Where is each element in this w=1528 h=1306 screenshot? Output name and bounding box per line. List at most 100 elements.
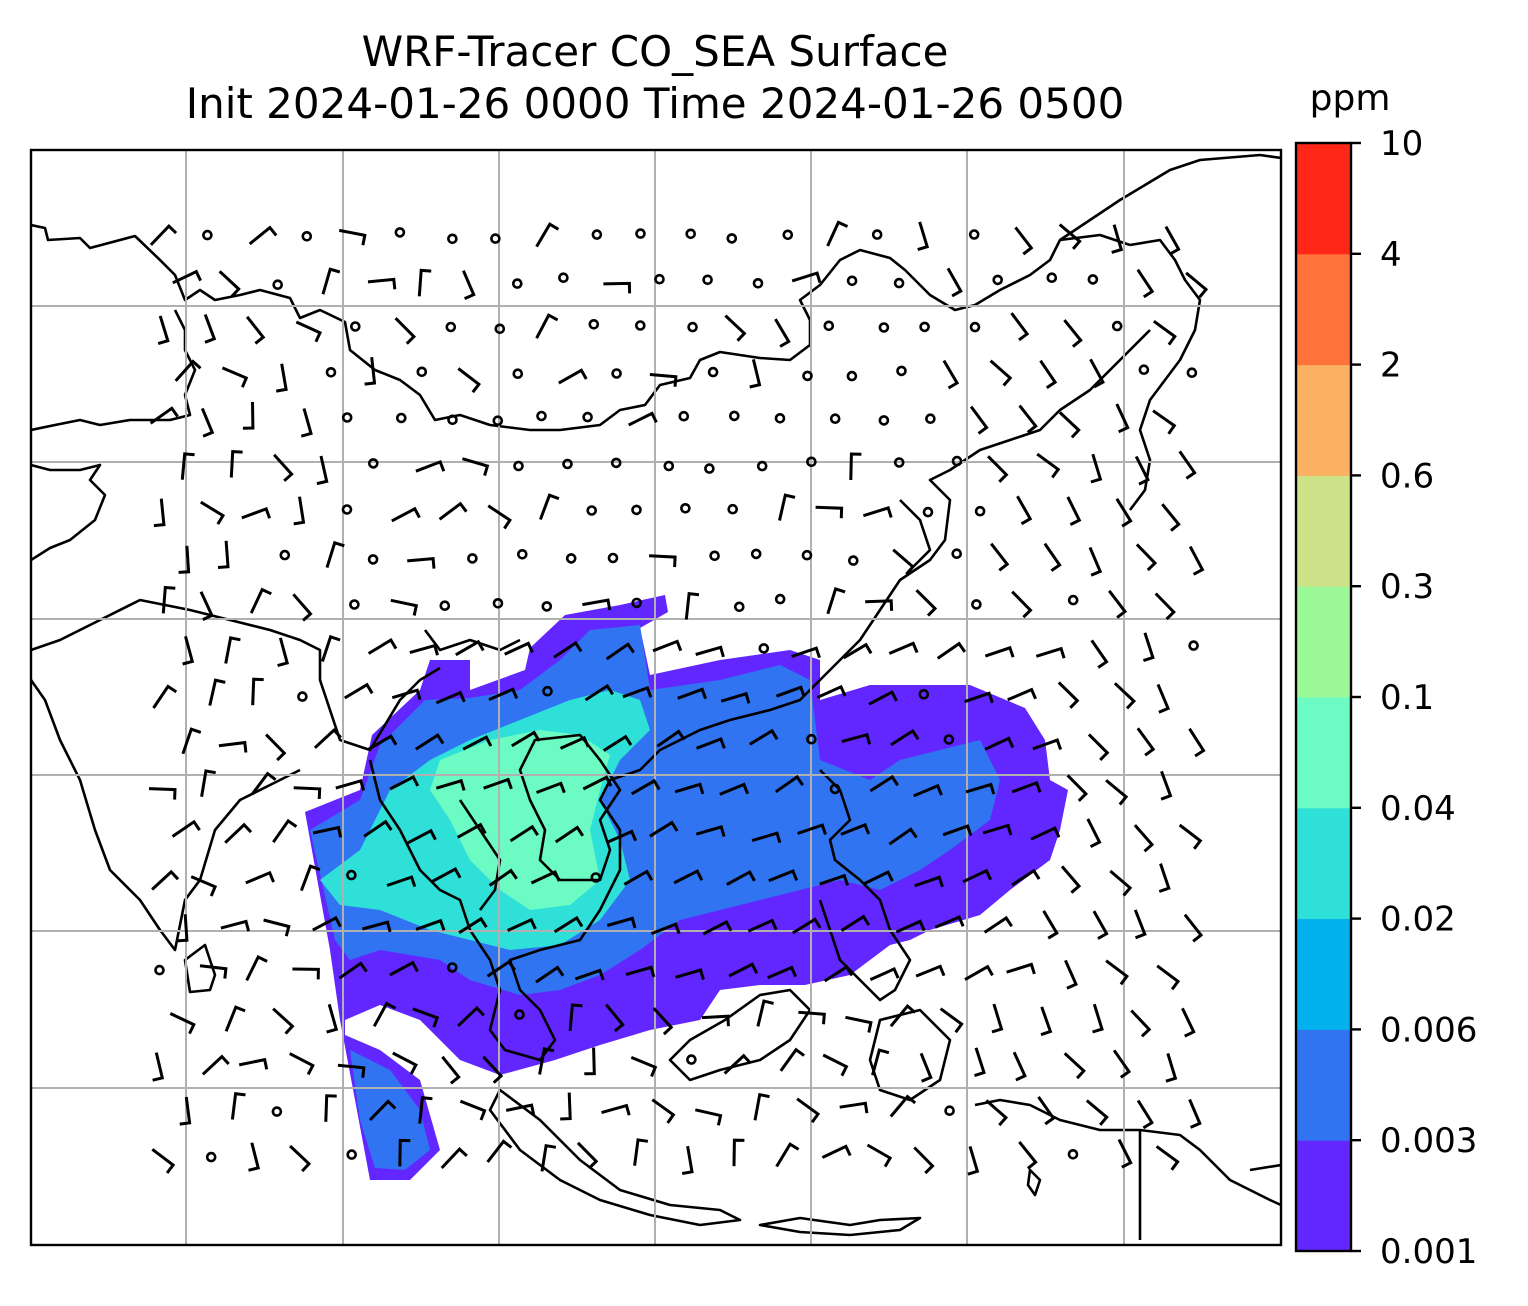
wind-barb: [200, 500, 226, 525]
calm-wind-marker: [709, 550, 720, 562]
calm-wind-marker: [974, 505, 986, 517]
wind-barb: [936, 641, 967, 660]
wind-barb: [535, 781, 566, 794]
wind-barb: [822, 1053, 849, 1077]
wind-barb: [694, 1108, 723, 1126]
calm-wind-marker: [635, 228, 646, 239]
wind-barb: [176, 914, 189, 943]
calm-wind-marker: [349, 321, 361, 332]
calm-wind-marker: [951, 548, 963, 560]
wind-barb: [1066, 774, 1089, 802]
wind-barb: [1088, 546, 1103, 577]
wind-barb: [1006, 962, 1036, 975]
wind-barb: [389, 960, 419, 977]
wind-barb: [441, 1055, 461, 1085]
wind-barb: [326, 1003, 339, 1034]
wind-barb: [275, 363, 288, 393]
calm-wind-marker: [846, 275, 858, 287]
wind-barb: [511, 730, 541, 748]
wind-barb: [245, 870, 275, 885]
wind-barb: [1007, 687, 1037, 702]
wind-barb: [1115, 403, 1130, 434]
wind-barb: [821, 1144, 852, 1159]
calm-wind-marker: [704, 463, 715, 474]
wind-barb: [343, 682, 374, 700]
wind-barb: [1064, 959, 1078, 990]
wind-barb: [1037, 1096, 1056, 1126]
wind-barb: [389, 774, 420, 791]
wind-barb: [338, 228, 367, 246]
wind-barb: [415, 459, 446, 473]
calm-wind-marker: [893, 457, 905, 468]
wind-barb: [791, 271, 822, 284]
calm-wind-marker: [271, 1106, 283, 1117]
calm-wind-marker: [1186, 367, 1198, 379]
wind-barb: [483, 777, 513, 790]
wind-barb: [702, 919, 733, 936]
wind-barb: [942, 359, 960, 390]
wind-barb: [337, 1063, 366, 1078]
wind-barb: [868, 690, 898, 706]
wind-barb: [203, 313, 217, 344]
plot-title: WRF-Tracer CO_SEA Surface Init 2024-01-2…: [30, 26, 1280, 130]
wind-barb: [939, 1007, 964, 1034]
calm-wind-marker: [394, 227, 406, 238]
wind-barb: [866, 1143, 893, 1168]
wind-barb: [1154, 592, 1176, 621]
wind-barb: [1058, 223, 1082, 250]
colorbar-swatch: [1296, 1140, 1351, 1252]
wind-barb: [241, 506, 272, 520]
wind-barb: [292, 967, 320, 980]
calm-wind-marker: [846, 370, 858, 382]
calm-wind-marker: [919, 321, 930, 333]
wind-barb: [289, 1052, 315, 1076]
wind-barb: [1066, 496, 1082, 526]
wind-barb: [293, 496, 306, 526]
wind-barb: [335, 778, 366, 791]
calm-wind-marker: [918, 688, 930, 700]
wind-barb: [324, 1094, 337, 1122]
colorbar-swatch: [1296, 586, 1351, 698]
calm-wind-marker: [782, 229, 794, 241]
wind-barb: [1136, 1099, 1154, 1130]
calm-wind-marker: [878, 322, 890, 333]
calm-wind-marker: [951, 455, 963, 467]
wind-barb: [277, 637, 290, 668]
map-frame: [29, 148, 1283, 1247]
calm-wind-marker: [492, 597, 504, 609]
wind-barb: [987, 455, 1009, 483]
wind-barb: [606, 916, 637, 929]
wind-barb: [458, 916, 488, 935]
wind-barb: [1043, 542, 1062, 572]
wind-barb: [605, 1003, 625, 1033]
calm-wind-marker: [395, 412, 407, 424]
wind-barb: [153, 498, 166, 528]
wind-barb: [456, 822, 487, 839]
calm-wind-marker: [702, 274, 713, 286]
wind-barb: [435, 778, 466, 791]
wind-barb: [367, 638, 398, 655]
wind-barb: [171, 819, 201, 838]
colorbar-swatch: [1296, 253, 1351, 366]
wind-barb: [263, 918, 291, 937]
wind-barb: [394, 317, 417, 345]
calm-wind-marker: [562, 458, 573, 470]
calm-wind-marker: [439, 600, 451, 612]
wind-barb: [250, 771, 277, 796]
wind-barb: [151, 1148, 176, 1174]
wind-barb: [728, 962, 759, 978]
wind-barb: [392, 1051, 418, 1075]
wind-barb: [321, 267, 341, 295]
wind-barb: [535, 222, 560, 248]
wind-barb: [871, 1048, 890, 1076]
wind-barb: [1109, 869, 1133, 897]
calm-wind-marker: [536, 410, 547, 422]
wind-barb: [180, 452, 195, 480]
wind-barb: [1133, 909, 1147, 940]
wind-barb: [248, 225, 278, 246]
wind-barb: [767, 965, 797, 980]
wind-barb: [724, 314, 747, 342]
calm-wind-marker: [202, 229, 213, 241]
calm-wind-marker: [446, 962, 458, 973]
calm-wind-marker: [591, 229, 603, 240]
